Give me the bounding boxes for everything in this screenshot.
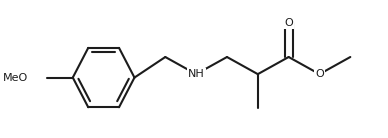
Text: O: O	[284, 18, 293, 28]
Text: O: O	[315, 69, 324, 79]
Text: NH: NH	[188, 69, 204, 79]
Text: MeO: MeO	[3, 73, 28, 83]
